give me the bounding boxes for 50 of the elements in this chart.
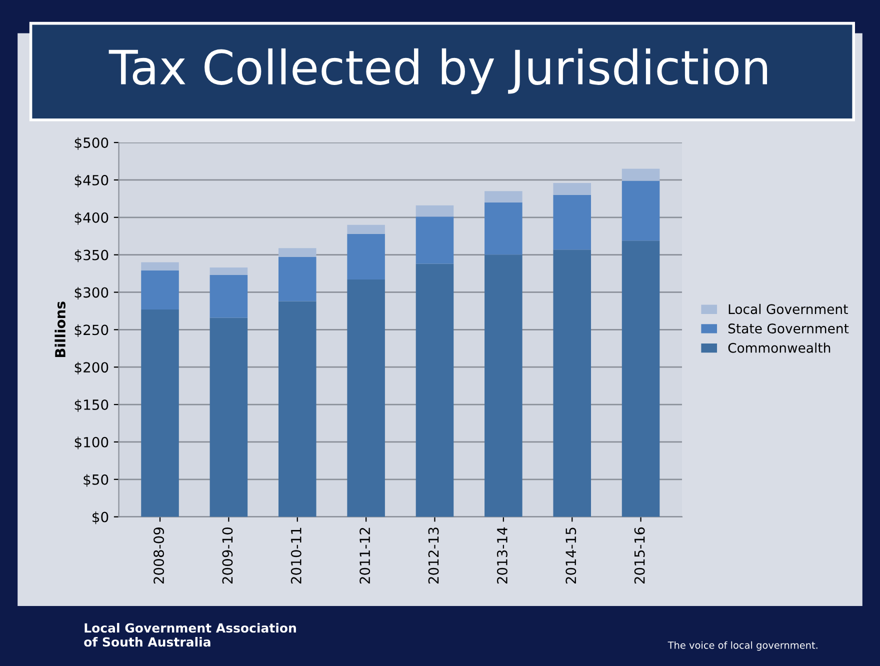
y-tick-label: $500	[74, 137, 108, 150]
bar	[210, 275, 248, 318]
bar	[553, 250, 591, 517]
bar	[210, 268, 248, 276]
bar	[622, 168, 660, 181]
y-tick-label: $50	[84, 474, 108, 487]
x-tick-label: 2012-13	[428, 528, 439, 584]
bar	[553, 194, 591, 250]
bar	[210, 318, 248, 517]
bar	[141, 309, 179, 517]
y-tick-label: $400	[74, 212, 108, 225]
y-tick-label: $0	[92, 512, 108, 524]
legend-label: Local Government	[728, 304, 848, 314]
bar	[347, 234, 385, 280]
bar	[347, 224, 385, 234]
text: Local Government Association of South Australia	[84, 622, 296, 647]
bar	[141, 270, 179, 310]
bar	[416, 216, 454, 264]
bar	[278, 301, 316, 517]
x-tick-label: 2013-14	[496, 527, 508, 584]
bar	[141, 262, 179, 271]
x-tick-label: 2014-15	[566, 528, 576, 584]
y-tick-label: $450	[74, 174, 108, 188]
bar	[416, 264, 454, 517]
bar	[347, 280, 385, 517]
bar	[416, 205, 454, 217]
y-tick-label: $300	[74, 286, 108, 300]
y-tick-label: $200	[74, 362, 108, 374]
x-tick-label: 2010-11	[290, 528, 302, 584]
bar	[484, 191, 522, 202]
x-tick-label: 2015-16	[634, 527, 645, 584]
x-tick-label: 2008-09	[154, 528, 164, 584]
x-tick-label: 2009-10	[222, 527, 233, 584]
bar	[278, 248, 316, 258]
bar	[622, 240, 660, 517]
y-axis-title: Billions	[54, 302, 66, 358]
x-tick-label: 2011-12	[360, 528, 370, 584]
legend-label: State Government	[728, 324, 849, 334]
bar	[553, 182, 591, 195]
text: The voice of local government.	[668, 641, 818, 651]
legend-label: Commonwealth	[728, 342, 830, 353]
y-tick-label: $350	[74, 250, 108, 262]
bar	[484, 202, 522, 255]
y-tick-label: $150	[74, 399, 108, 412]
bar	[278, 257, 316, 302]
bar	[622, 180, 660, 241]
y-tick-label: $100	[74, 436, 108, 450]
y-tick-label: $250	[74, 324, 108, 337]
bar	[484, 254, 522, 517]
chart-title: Tax Collected by Jurisdiction	[108, 48, 768, 94]
